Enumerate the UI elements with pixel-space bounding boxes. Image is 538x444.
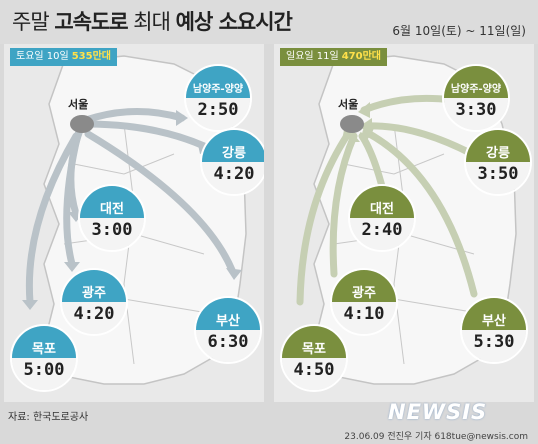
route-time: 3:50 <box>466 162 530 194</box>
saturday-panel: 토요일 10일 535만대 서울 남양주-양양 2:50 강릉 4:20 대전 3… <box>4 44 264 402</box>
route-city: 목포 <box>12 326 76 358</box>
date-range: 6월 10일(토) ~ 11일(일) <box>392 24 526 38</box>
route-time: 5:30 <box>462 330 526 362</box>
saturday-route-namyangju: 남양주-양양 2:50 <box>184 64 252 132</box>
route-time: 4:20 <box>202 162 264 194</box>
route-time: 5:00 <box>12 358 76 390</box>
route-time: 3:00 <box>80 218 144 250</box>
saturday-route-gangneung: 강릉 4:20 <box>200 128 264 196</box>
saturday-tag-count: 535만대 <box>71 51 111 62</box>
sunday-route-daejeon: 대전 2:40 <box>348 184 416 252</box>
credit-line: 23.06.09 전진우 기자 618tue@newsis.com <box>344 432 528 442</box>
route-city: 대전 <box>80 186 144 218</box>
source-note: 자료: 한국도로공사 <box>8 412 89 423</box>
route-time: 2:50 <box>186 98 250 130</box>
route-city: 강릉 <box>202 130 264 162</box>
route-time: 2:40 <box>350 218 414 250</box>
sunday-tag-label: 일요일 11일 <box>286 51 339 62</box>
title-prefix: 주말 <box>12 10 50 34</box>
route-city: 광주 <box>332 270 396 302</box>
title-bold: 고속도로 <box>54 10 128 34</box>
sunday-route-mokpo: 목포 4:50 <box>280 324 348 392</box>
sunday-tag-count: 470만대 <box>341 51 381 62</box>
saturday-route-busan: 부산 6:30 <box>194 296 262 364</box>
page-title: 주말 고속도로 최대 예상 소요시간 <box>12 6 293 36</box>
sunday-route-gwangju: 광주 4:10 <box>330 268 398 336</box>
route-time: 6:30 <box>196 330 260 362</box>
sunday-tag: 일요일 11일 470만대 <box>280 48 387 66</box>
route-city: 부산 <box>196 298 260 330</box>
seoul-label: 서울 <box>338 98 359 111</box>
sunday-route-namyangju: 남양주-양양 3:30 <box>442 64 510 132</box>
title-bold2: 예상 소요시간 <box>175 10 293 34</box>
route-city: 강릉 <box>466 130 530 162</box>
saturday-route-mokpo: 목포 5:00 <box>10 324 78 392</box>
route-time: 3:30 <box>444 98 508 130</box>
route-city: 광주 <box>62 270 126 302</box>
header: 주말 고속도로 최대 예상 소요시간 6월 10일(토) ~ 11일(일) <box>0 0 538 44</box>
route-city: 남양주-양양 <box>444 66 508 98</box>
newsis-logo: NEWSIS <box>388 400 488 424</box>
sunday-panel: 일요일 11일 470만대 서울 남양주-양양 3:30 강릉 3:50 대전 2… <box>274 44 534 402</box>
route-city: 목포 <box>282 326 346 358</box>
seoul-marker <box>340 115 364 133</box>
saturday-route-daejeon: 대전 3:00 <box>78 184 146 252</box>
sunday-route-busan: 부산 5:30 <box>460 296 528 364</box>
route-city: 대전 <box>350 186 414 218</box>
sunday-route-gangneung: 강릉 3:50 <box>464 128 532 196</box>
saturday-tag: 토요일 10일 535만대 <box>10 48 117 66</box>
saturday-tag-label: 토요일 10일 <box>16 51 69 62</box>
seoul-marker <box>70 115 94 133</box>
route-city: 남양주-양양 <box>186 66 250 98</box>
title-mid: 최대 <box>133 10 171 34</box>
route-time: 4:50 <box>282 358 346 390</box>
route-city: 부산 <box>462 298 526 330</box>
seoul-label: 서울 <box>68 98 89 111</box>
